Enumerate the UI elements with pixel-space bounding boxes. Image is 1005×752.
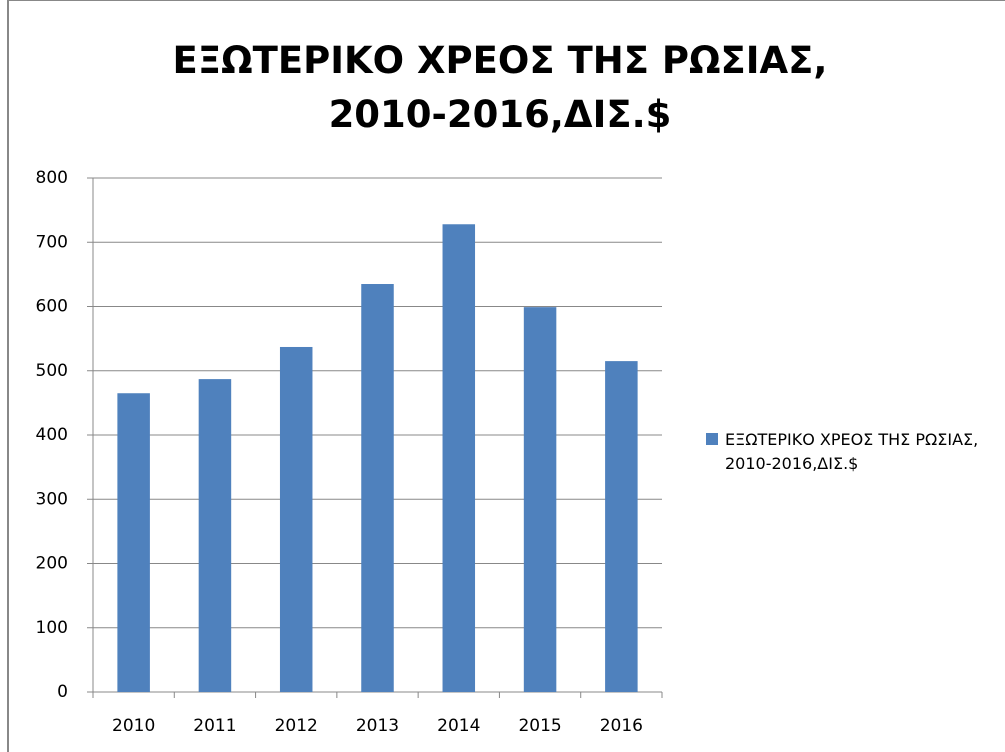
y-tick-label: 500: [36, 361, 68, 381]
legend-label: ΕΞΩΤΕΡΙΚΟ ΧΡΕΟΣ ΤΗΣ ΡΩΣΙΑΣ, 2010-2016,ΔΙ…: [725, 430, 979, 473]
y-tick-label: 0: [57, 682, 68, 702]
bar: [523, 307, 557, 692]
y-tick-label: 400: [36, 425, 68, 445]
bar: [605, 361, 638, 692]
x-tick-label: 2012: [275, 716, 318, 736]
x-tick-label: 2011: [193, 716, 236, 736]
y-tick-label: 200: [36, 554, 68, 574]
y-tick-label: 100: [36, 618, 68, 638]
x-tick-label: 2016: [600, 716, 643, 736]
legend-marker: [706, 433, 718, 445]
x-tick-label: 2015: [518, 716, 561, 736]
bar: [442, 224, 476, 692]
chart-border: [7, 0, 1005, 752]
y-tick-label: 800: [36, 168, 68, 188]
x-tick-label: 2010: [112, 716, 155, 736]
bar: [117, 393, 150, 692]
y-tick-label: 700: [36, 232, 68, 252]
y-tick-label: 300: [36, 489, 68, 509]
x-tick-label: 2014: [437, 716, 480, 736]
x-tick-label: 2013: [356, 716, 399, 736]
bar: [361, 284, 394, 692]
y-tick-label: 600: [36, 297, 68, 317]
bar: [198, 379, 232, 692]
chart-title: ΕΞΩΤΕΡΙΚΟ ΧΡΕΟΣ ΤΗΣ ΡΩΣΙΑΣ, 2010-2016,ΔΙ…: [172, 39, 828, 136]
bar: [279, 346, 313, 692]
